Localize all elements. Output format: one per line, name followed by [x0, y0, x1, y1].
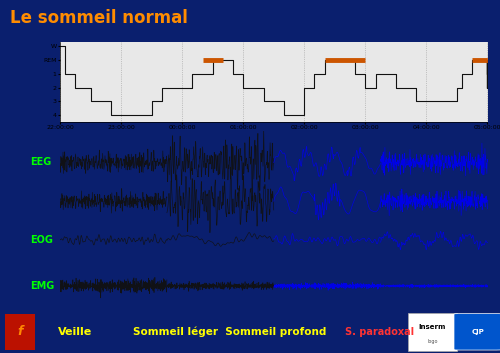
Text: EMG: EMG [30, 281, 54, 291]
Text: CJP: CJP [471, 329, 484, 335]
Text: Le sommeil normal: Le sommeil normal [10, 9, 188, 27]
FancyBboxPatch shape [5, 314, 35, 349]
FancyBboxPatch shape [408, 313, 458, 351]
Text: Veille: Veille [58, 327, 92, 337]
Text: EEG: EEG [30, 157, 52, 167]
Text: S. paradoxal: S. paradoxal [346, 327, 414, 337]
Text: Sommeil léger  Sommeil profond: Sommeil léger Sommeil profond [134, 327, 326, 337]
Text: logo: logo [427, 339, 438, 343]
Text: Inserm: Inserm [419, 324, 446, 330]
FancyBboxPatch shape [454, 313, 500, 350]
Text: EOG: EOG [30, 235, 53, 245]
Text: f: f [17, 325, 23, 338]
